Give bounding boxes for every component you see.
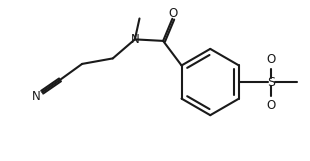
- Text: N: N: [131, 33, 139, 46]
- Text: N: N: [32, 90, 40, 103]
- Text: O: O: [267, 52, 276, 66]
- Text: O: O: [168, 7, 178, 20]
- Text: O: O: [267, 99, 276, 112]
- Text: S: S: [267, 76, 275, 89]
